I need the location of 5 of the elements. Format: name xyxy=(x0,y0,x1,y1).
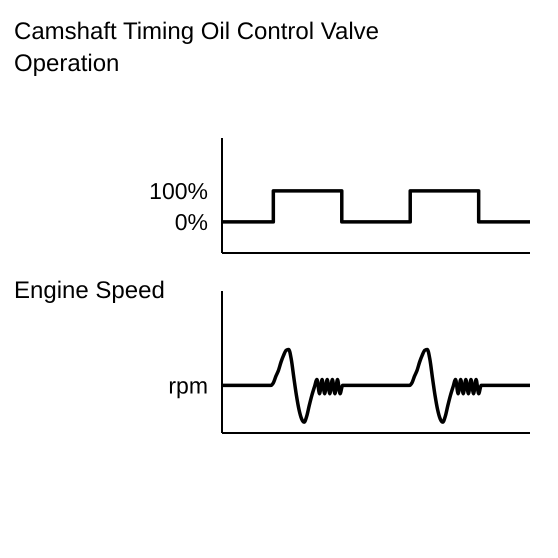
chart-title: Engine Speed xyxy=(14,276,166,306)
chart-title: Camshaft Timing Oil Control Valve Operation xyxy=(14,17,380,79)
y-tick-label: 0% xyxy=(174,209,208,236)
text: rpm xyxy=(168,372,208,399)
y-tick-label: 100% xyxy=(149,178,208,204)
